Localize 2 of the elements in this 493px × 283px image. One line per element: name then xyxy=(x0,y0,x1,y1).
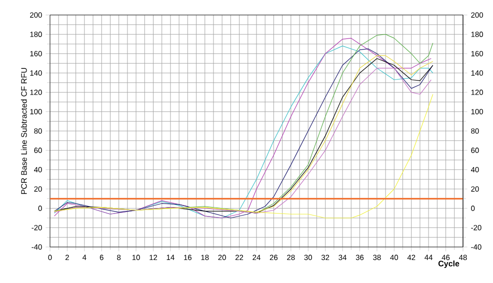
y-axis-title: PCR Base Line Subtracted CF RFU xyxy=(20,68,27,194)
x-axis-title: Cycle xyxy=(438,260,460,268)
